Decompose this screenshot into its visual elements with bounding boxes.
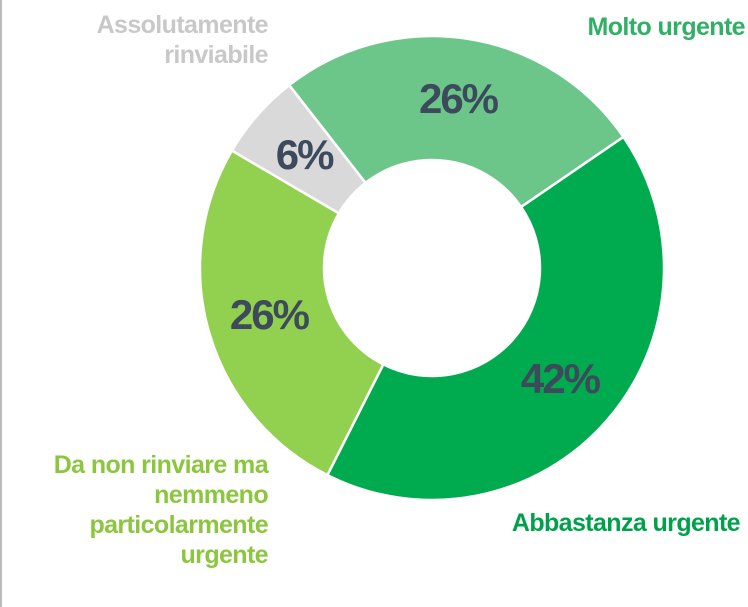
category-label: Molto urgente — [587, 13, 746, 41]
value-label: 42% — [521, 355, 601, 402]
category-label: Da non rinviare ma nemmeno particolarmen… — [53, 451, 269, 569]
value-label: 26% — [419, 75, 499, 122]
donut-slice — [198, 148, 385, 477]
category-label: Abbastanza urgente — [511, 509, 741, 537]
donut-slice — [287, 34, 626, 209]
value-label: 6% — [276, 131, 334, 178]
value-label: 26% — [230, 291, 310, 338]
donut-slice — [230, 83, 368, 216]
category-label: Assolutamente rinviabile — [96, 11, 269, 69]
donut-slice — [325, 135, 666, 502]
